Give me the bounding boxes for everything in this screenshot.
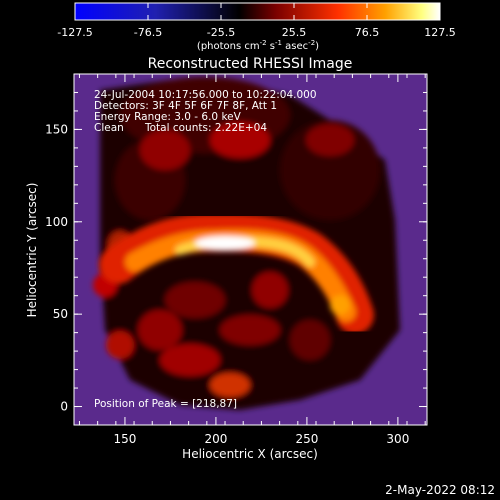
x-tick-label: 300	[386, 432, 409, 446]
y-tick-label: 50	[53, 307, 68, 321]
y-axis-label: Heliocentric Y (arcsec)	[25, 183, 39, 318]
x-axis-label: Heliocentric X (arcsec)	[182, 447, 318, 461]
info-time-range: 24-Jul-2004 10:17:56.000 to 10:22:04.000	[94, 89, 317, 101]
x-axis-ticks: 150 200 250 300	[78, 74, 426, 446]
info-peak-position: Position of Peak = [218,87]	[94, 398, 238, 410]
colorbar-tick-label: 127.5	[424, 26, 456, 39]
info-detectors: Detectors: 3F 4F 5F 6F 7F 8F, Att 1	[94, 100, 278, 112]
colorbar	[74, 2, 441, 21]
chart-title: Reconstructed RHESSI Image	[148, 56, 353, 72]
colorbar-tick-label: -127.5	[57, 26, 92, 39]
heatmap-image	[74, 74, 427, 425]
info-total-counts: Total counts: 2.22E+04	[145, 122, 268, 134]
plot-frame	[73, 73, 428, 426]
footer-timestamp: 2-May-2022 08:12	[385, 483, 495, 497]
info-energy-range: Energy Range: 3.0 - 6.0 keV	[94, 111, 241, 123]
colorbar-ticks: -127.5 -76.5 -25.5 25.5 76.5 127.5	[57, 3, 456, 39]
colorbar-tick-label: 76.5	[355, 26, 380, 39]
x-tick-label: 200	[204, 432, 227, 446]
colorbar-unit-label: (photons cm-2 s-1 asec-2)	[197, 39, 319, 52]
info-method: Clean	[94, 122, 124, 134]
x-tick-label: 150	[113, 432, 136, 446]
x-tick-label: 250	[295, 432, 318, 446]
colorbar-tick-label: -25.5	[207, 26, 235, 39]
y-tick-label: 0	[60, 400, 68, 414]
y-tick-label: 150	[45, 122, 68, 136]
colorbar-tick-label: 25.5	[282, 26, 307, 39]
y-axis-ticks: 0 50 100 150	[45, 73, 427, 426]
colorbar-tick-label: -76.5	[134, 26, 162, 39]
y-tick-label: 100	[45, 215, 68, 229]
